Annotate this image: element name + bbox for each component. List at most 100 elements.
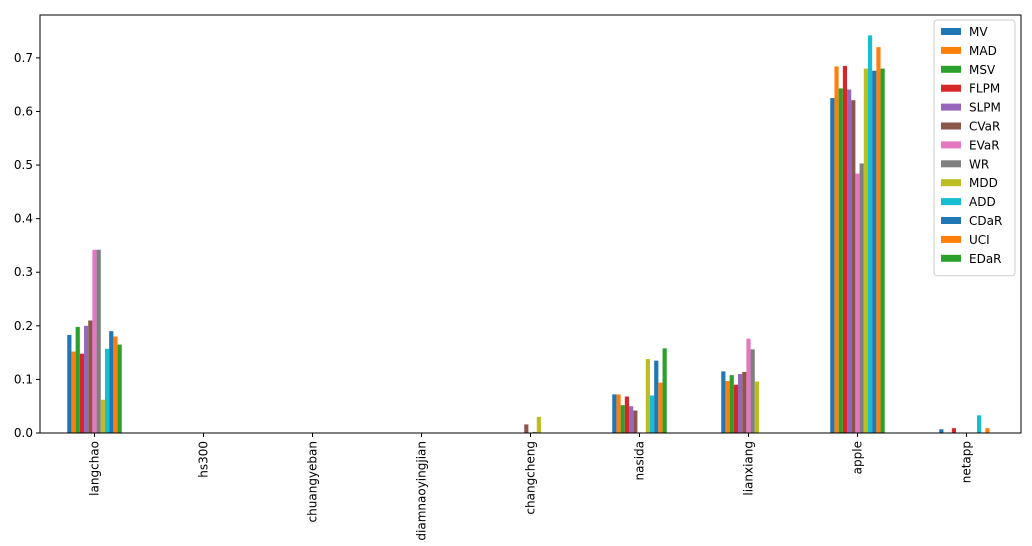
x-tick-label: lianxiang — [742, 441, 756, 496]
bar — [951, 428, 957, 433]
x-tick-label: langchao — [88, 441, 102, 496]
bar — [746, 338, 751, 433]
bar — [79, 353, 85, 433]
bar — [939, 429, 944, 433]
bar — [842, 65, 848, 434]
y-tick-label: 0.6 — [14, 104, 33, 118]
legend-label: EDaR — [969, 252, 1002, 266]
bar — [872, 70, 877, 433]
bar — [662, 348, 667, 433]
bar — [84, 325, 89, 433]
y-tick-label: 0.4 — [14, 212, 33, 226]
legend-label: ADD — [969, 195, 996, 209]
legend-label: UCI — [969, 233, 990, 247]
bar — [67, 334, 72, 433]
bar — [109, 331, 114, 433]
bar — [620, 405, 625, 433]
bar — [658, 382, 663, 433]
bar — [863, 68, 868, 433]
bar — [532, 431, 537, 433]
legend-swatch — [941, 254, 961, 262]
bar — [859, 163, 864, 433]
legend-label: WR — [969, 157, 989, 171]
bar — [113, 336, 118, 433]
legend-swatch — [941, 103, 961, 111]
bar — [612, 394, 617, 433]
legend-label: SLPM — [969, 101, 1001, 115]
legend: MV MAD MSV FLPM SLPM CVaR EVaR WR MDD ADD CDaR UCI E… — [933, 19, 1016, 277]
bar — [750, 349, 755, 433]
legend-label: CVaR — [969, 120, 1000, 134]
bar — [985, 428, 990, 433]
bar — [976, 415, 982, 433]
bar — [100, 399, 105, 433]
bar — [649, 395, 655, 433]
legend-label: MAD — [969, 44, 997, 58]
x-tick-label: nasida — [633, 441, 647, 481]
legend-swatch — [941, 160, 961, 168]
y-tick-label: 0.7 — [14, 51, 33, 65]
x-tick-label: apple — [851, 441, 865, 474]
y-tick-label: 0.1 — [14, 372, 33, 386]
legend-label: CDaR — [969, 214, 1002, 228]
bar — [725, 381, 730, 433]
bar — [645, 359, 650, 433]
bar — [629, 406, 634, 433]
bar — [117, 344, 122, 433]
bar — [834, 66, 839, 433]
legend-label: MDD — [969, 176, 998, 190]
bar — [754, 381, 759, 433]
bar — [847, 89, 852, 433]
legend-label: FLPM — [969, 82, 1000, 96]
bar — [71, 351, 76, 433]
bar — [96, 249, 101, 433]
bar — [830, 98, 835, 434]
legend-swatch — [941, 141, 961, 149]
bar — [855, 173, 860, 433]
legend-swatch — [941, 28, 961, 35]
x-tick-label: chuangyeban — [306, 441, 320, 522]
x-tick-label: changcheng — [524, 441, 538, 515]
bar — [524, 424, 529, 433]
bar — [654, 360, 659, 433]
bar — [742, 371, 747, 433]
bar — [75, 326, 80, 433]
bar — [536, 416, 541, 433]
plot-frame — [39, 14, 1022, 434]
bar — [733, 384, 739, 433]
y-tick-label: 0.2 — [14, 319, 33, 333]
x-tick-label: diamnaoyingjian — [415, 441, 429, 541]
legend-swatch — [941, 65, 961, 73]
bar — [880, 68, 885, 433]
bar — [867, 35, 873, 433]
bar — [88, 320, 93, 433]
legend-box — [933, 19, 1016, 277]
legend-label: MSV — [969, 63, 996, 77]
legend-swatch — [941, 179, 961, 187]
bar — [92, 249, 97, 433]
legend-swatch — [941, 217, 961, 224]
x-tick-label: netapp — [960, 441, 974, 483]
bar — [851, 100, 856, 433]
bar — [624, 396, 630, 433]
bar — [738, 374, 743, 433]
bar — [876, 47, 881, 434]
legend-swatch — [941, 198, 961, 206]
bar — [104, 348, 110, 433]
y-tick-label: 0.3 — [14, 265, 33, 279]
legend-swatch — [941, 46, 961, 54]
legend-swatch — [941, 235, 961, 243]
bar — [633, 410, 638, 433]
legend-label: MV — [969, 25, 988, 39]
bar — [721, 371, 726, 433]
legend-swatch — [941, 84, 961, 92]
bar — [838, 88, 843, 434]
legend-label: EVaR — [969, 138, 1000, 152]
y-tick-label: 0.0 — [14, 426, 33, 440]
bar — [616, 394, 621, 433]
x-tick-label: hs300 — [197, 441, 211, 478]
bar — [729, 375, 734, 433]
legend-swatch — [941, 122, 961, 130]
y-tick-label: 0.5 — [14, 158, 33, 172]
